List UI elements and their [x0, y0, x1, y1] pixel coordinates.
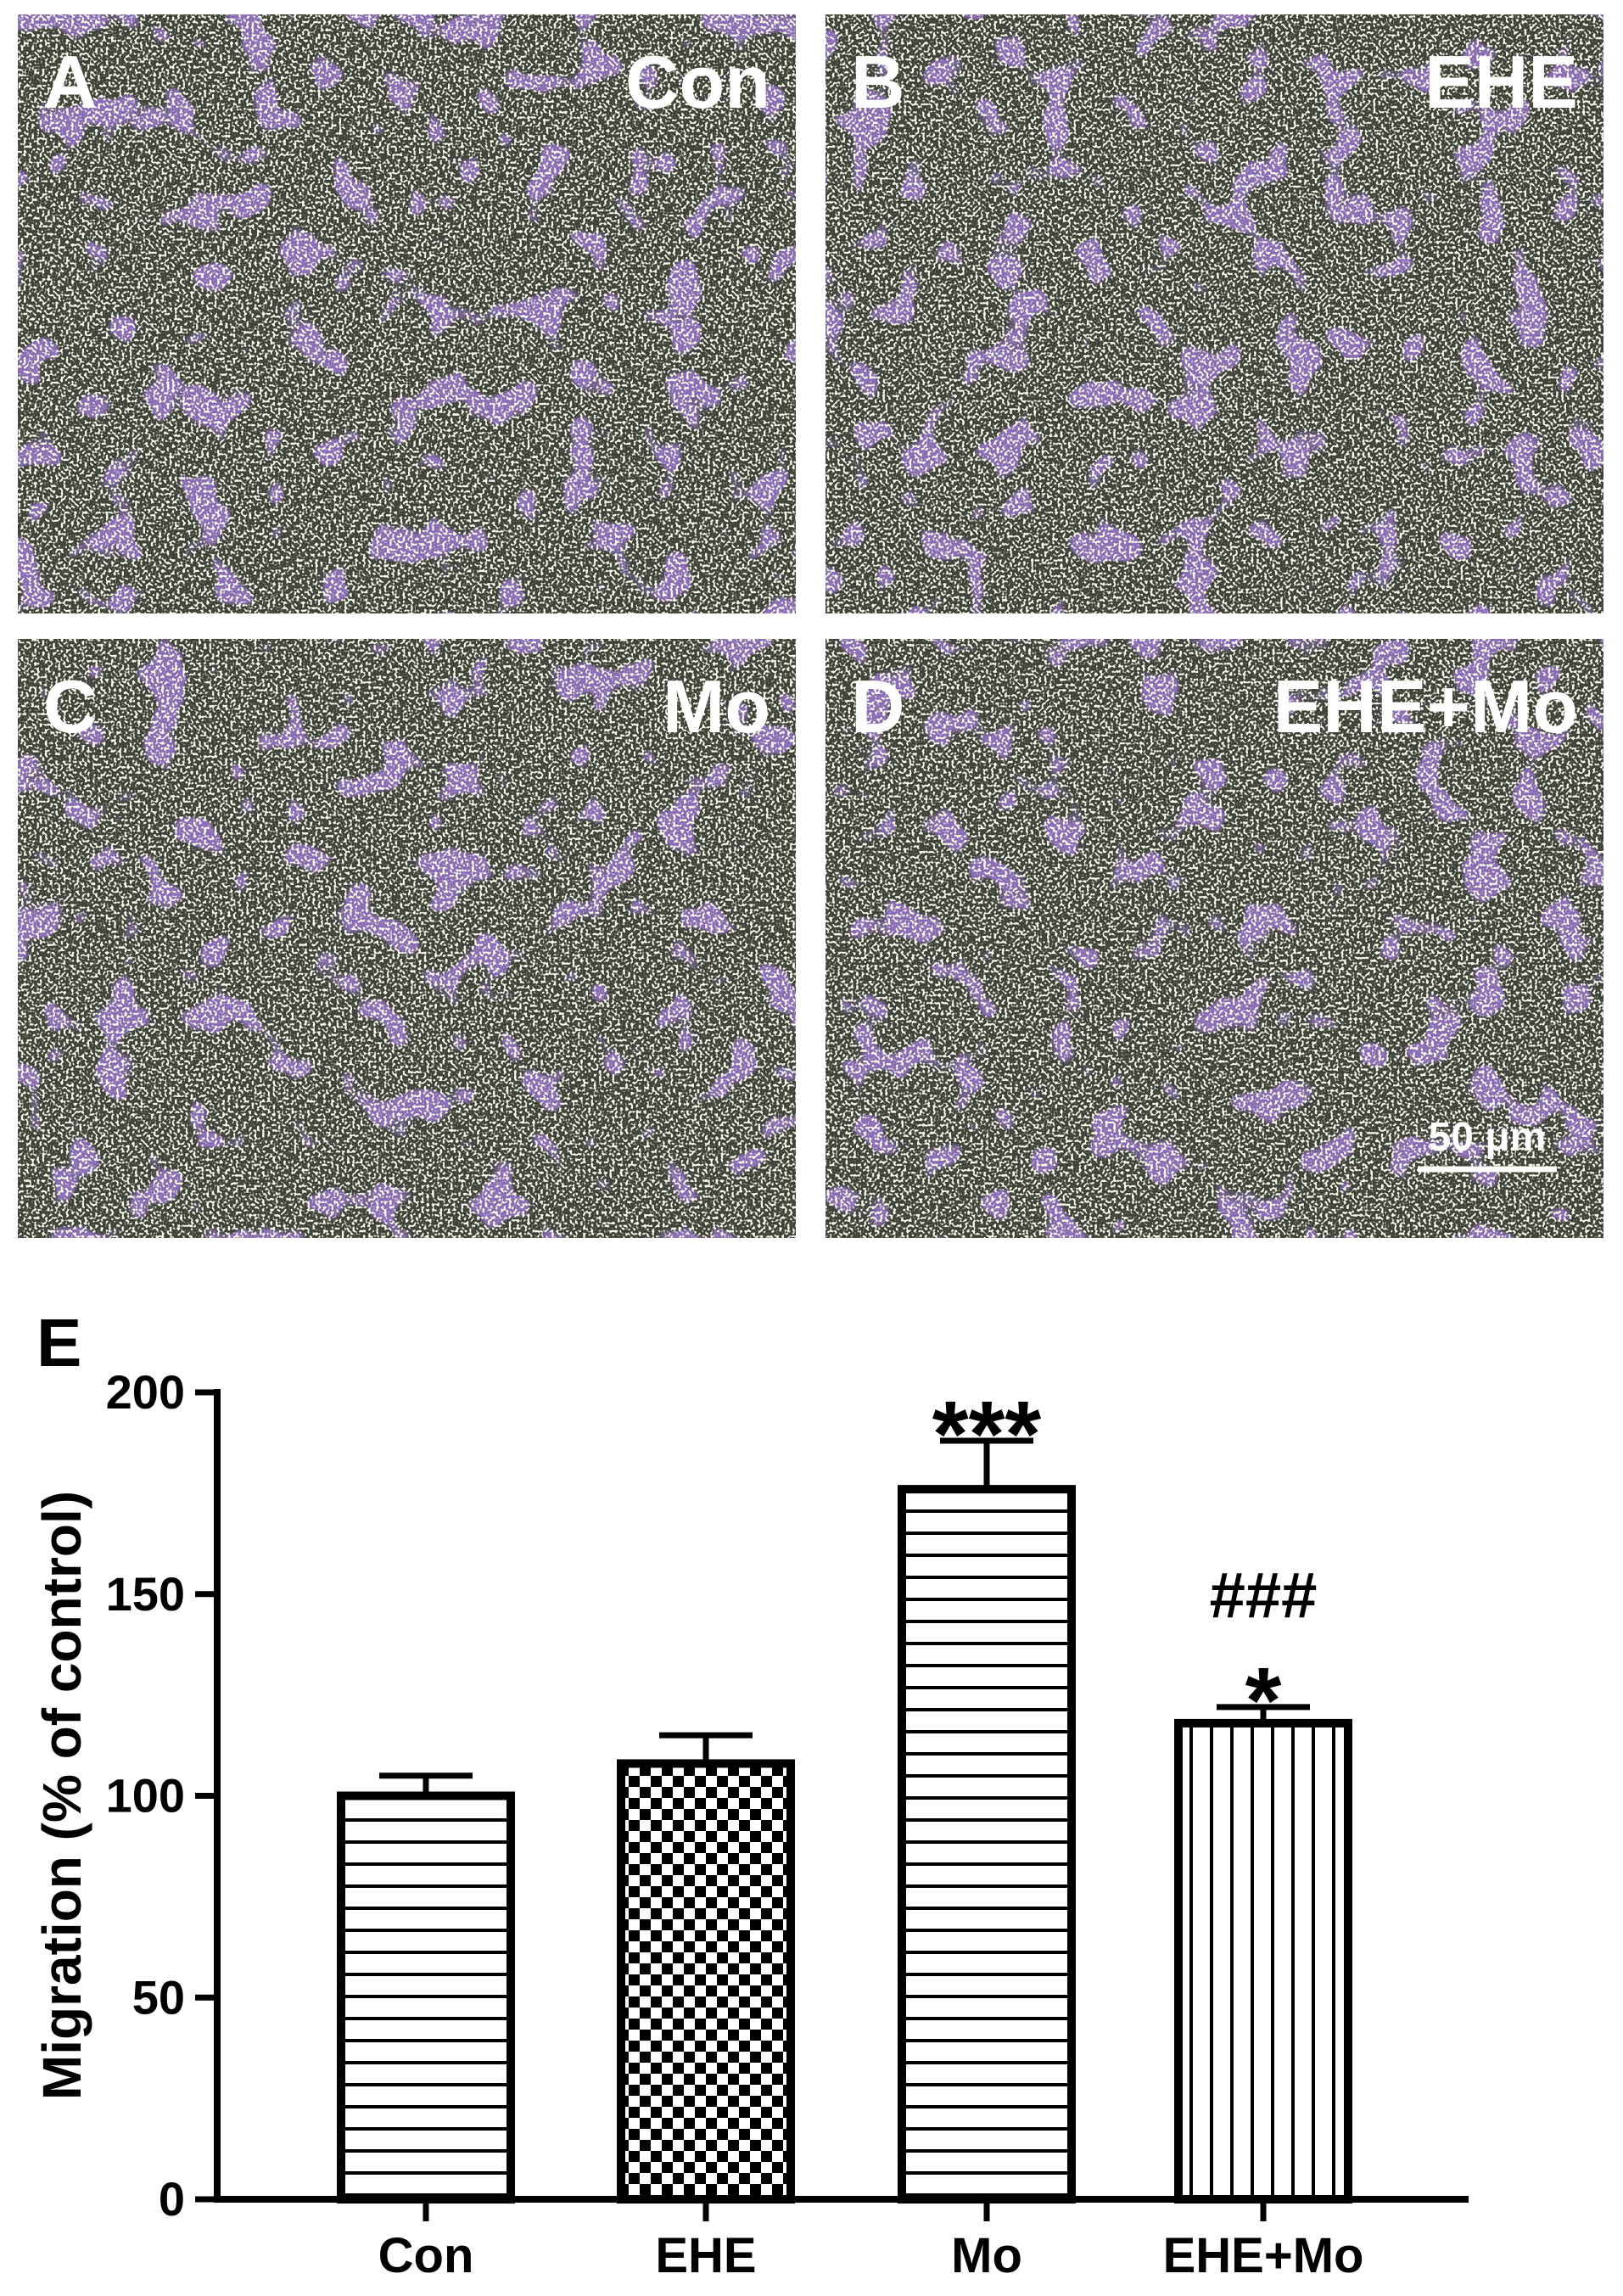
panel-letter: E — [36, 1305, 81, 1380]
x-tick-label: EHE+Mo — [1163, 2228, 1364, 2283]
x-tick-label: EHE — [655, 2228, 756, 2283]
panel-condition: EHE — [1424, 40, 1578, 124]
panel-letter: B — [851, 40, 905, 124]
panel-condition: Mo — [663, 664, 770, 748]
y-tick-label: 150 — [106, 1567, 185, 1621]
bar — [617, 1759, 795, 2204]
bar — [898, 1485, 1076, 2204]
significance-annotation: * — [1245, 1649, 1282, 1753]
panel-letter: D — [851, 664, 905, 748]
micrograph-texture — [825, 639, 1603, 1238]
x-tick-label: Mo — [951, 2228, 1022, 2283]
y-tick-label: 0 — [159, 2172, 185, 2226]
significance-annotation: ### — [1210, 1560, 1318, 1632]
micrograph-texture — [18, 14, 796, 613]
scale-bar-label: 50 μm — [1429, 1115, 1547, 1160]
y-tick-label: 100 — [106, 1769, 185, 1823]
bar — [337, 1791, 515, 2204]
panel-condition: EHE+Mo — [1273, 664, 1578, 748]
panel-letter: A — [43, 40, 98, 124]
micrograph-texture — [825, 14, 1603, 613]
bar-chart: E Migration (% of control) 0 50 100 150 200 C… — [31, 1305, 1469, 2283]
panel-condition: Con — [625, 40, 770, 124]
significance-annotation: *** — [932, 1382, 1042, 1487]
x-tick-label: Con — [378, 2228, 474, 2283]
y-tick-label: 200 — [106, 1365, 185, 1419]
bar — [1174, 1718, 1352, 2204]
micrographs: A Con B EHE C Mo D EHE+Mo 50 μm — [18, 14, 1603, 1238]
y-axis-label: Migration (% of control) — [31, 1491, 92, 2100]
panel-letter: C — [43, 664, 98, 748]
y-tick-label: 50 — [132, 1970, 185, 2024]
micrograph-texture — [18, 639, 796, 1238]
